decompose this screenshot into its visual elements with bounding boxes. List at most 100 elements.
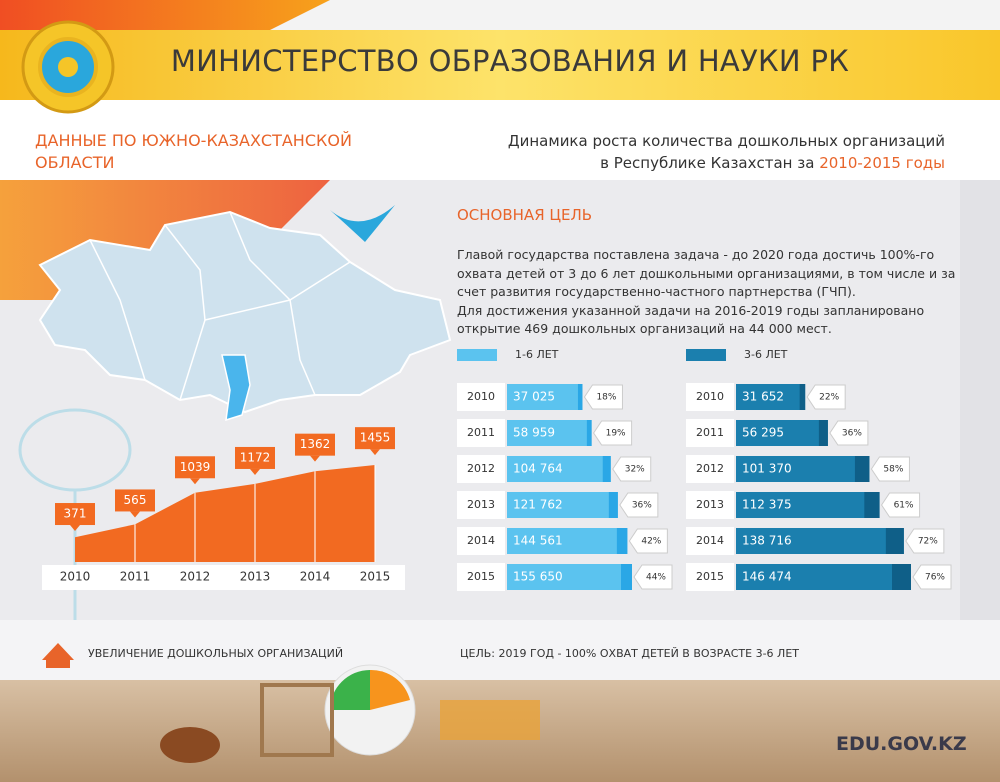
goal-text: Главой государства поставлена задача - д… bbox=[457, 246, 957, 339]
x-tick-label: 2012 bbox=[180, 570, 211, 584]
coverage-cap bbox=[818, 420, 828, 446]
x-tick-label: 2013 bbox=[240, 570, 271, 584]
subtitle: Динамика роста количества дошкольных орг… bbox=[505, 130, 945, 174]
bar bbox=[507, 528, 628, 554]
map-border bbox=[229, 211, 291, 301]
row-bg bbox=[457, 419, 505, 447]
category-label: 2011 bbox=[696, 426, 724, 439]
legend-label: 3-6 ЛЕТ bbox=[744, 348, 788, 361]
site-link: EDU.GOV.KZ bbox=[836, 733, 967, 755]
bar bbox=[736, 420, 828, 446]
emblem-sun bbox=[58, 57, 78, 77]
value-tag bbox=[355, 427, 395, 450]
coverage-tag bbox=[583, 384, 623, 410]
coverage-tag bbox=[619, 492, 659, 518]
footer-right: ЦЕЛЬ: 2019 ГОД - 100% ОХВАТ ДЕТЕЙ В ВОЗР… bbox=[460, 647, 799, 660]
goal-paragraph: Для достижения указанной задачи на 2016-… bbox=[457, 302, 925, 337]
toy-ball bbox=[370, 669, 410, 710]
value-label: 56 295 bbox=[742, 426, 784, 440]
goal-paragraph: Главой государства поставлена задача - д… bbox=[457, 247, 956, 299]
category-label: 2013 bbox=[696, 498, 724, 511]
row-bg bbox=[686, 527, 734, 555]
x-tick-label: 2014 bbox=[300, 570, 331, 584]
coverage-label: 18% bbox=[596, 393, 616, 403]
row-bg bbox=[457, 455, 505, 483]
legend-swatch bbox=[686, 349, 726, 361]
row-bg bbox=[686, 455, 734, 483]
title-band bbox=[0, 100, 1000, 180]
category-label: 2012 bbox=[467, 462, 495, 475]
coverage-cap bbox=[602, 456, 611, 482]
bar bbox=[507, 564, 632, 590]
coverage-cap bbox=[586, 420, 592, 446]
map-border bbox=[89, 239, 146, 381]
coverage-cap bbox=[885, 528, 904, 554]
coverage-label: 19% bbox=[606, 429, 626, 439]
region-title: ДАННЫЕ ПО ЮЖНО-КАЗАХСТАНСКОЙ ОБЛАСТИ bbox=[35, 131, 352, 172]
bar bbox=[507, 384, 583, 410]
row-bg bbox=[457, 383, 505, 411]
category-label: 2010 bbox=[696, 390, 724, 403]
value-label: 58 959 bbox=[513, 426, 555, 440]
ornament-strip bbox=[960, 180, 1000, 620]
footer-band bbox=[0, 620, 1000, 680]
category-label: 2011 bbox=[467, 426, 495, 439]
coverage-tag bbox=[633, 564, 673, 590]
bar bbox=[507, 420, 592, 446]
house-icon bbox=[42, 643, 74, 668]
bar bbox=[736, 456, 870, 482]
coverage-tag bbox=[829, 420, 869, 446]
category-label: 2013 bbox=[467, 498, 495, 511]
coverage-cap bbox=[799, 384, 806, 410]
coverage-label: 32% bbox=[625, 465, 645, 475]
bar bbox=[507, 492, 618, 518]
subtitle-text: Динамика роста количества дошкольных орг… bbox=[507, 132, 945, 172]
bar bbox=[736, 384, 806, 410]
coverage-label: 72% bbox=[918, 537, 938, 547]
coverage-label: 61% bbox=[894, 501, 914, 511]
toy-bear bbox=[160, 727, 220, 763]
tower bbox=[18, 408, 132, 492]
row-bg bbox=[686, 563, 734, 591]
row-bg bbox=[686, 491, 734, 519]
row-bg bbox=[686, 383, 734, 411]
value-label: 371 bbox=[64, 507, 87, 521]
toy-abacus bbox=[260, 683, 334, 757]
category-label: 2014 bbox=[467, 534, 495, 547]
map-region bbox=[221, 354, 251, 422]
value-tag bbox=[295, 433, 335, 456]
value-label: 104 764 bbox=[513, 462, 563, 476]
coverage-cap bbox=[621, 564, 632, 590]
coverage-tag bbox=[870, 456, 910, 482]
coverage-label: 44% bbox=[646, 573, 666, 583]
row-bg bbox=[457, 491, 505, 519]
value-label: 155 650 bbox=[513, 570, 563, 584]
value-label: 37 025 bbox=[513, 390, 555, 404]
goal-title: ОСНОВНАЯ ЦЕЛЬ bbox=[457, 206, 593, 224]
coverage-cap bbox=[616, 528, 628, 554]
category-label: 2014 bbox=[696, 534, 724, 547]
row-bg bbox=[686, 419, 734, 447]
row-bg bbox=[457, 563, 505, 591]
value-tag bbox=[115, 489, 155, 512]
x-tick-label: 2011 bbox=[120, 570, 151, 584]
bar bbox=[507, 456, 611, 482]
value-tag-pointer bbox=[190, 478, 200, 485]
header-banner bbox=[0, 30, 1000, 100]
value-label: 565 bbox=[124, 493, 147, 507]
value-label: 1455 bbox=[360, 431, 391, 445]
category-label: 2010 bbox=[467, 390, 495, 403]
value-tag-pointer bbox=[70, 525, 80, 532]
bar bbox=[736, 564, 911, 590]
page-title: МИНИСТЕРСТВО ОБРАЗОВАНИЯ И НАУКИ РК bbox=[170, 44, 850, 78]
coverage-label: 42% bbox=[641, 537, 661, 547]
coverage-label: 36% bbox=[632, 501, 652, 511]
coverage-tag bbox=[905, 528, 945, 554]
x-tick-label: 2010 bbox=[60, 570, 91, 584]
value-tag bbox=[175, 456, 215, 479]
category-label: 2015 bbox=[696, 570, 724, 583]
legend-label: 1-6 ЛЕТ bbox=[515, 348, 559, 361]
value-tag-pointer bbox=[250, 468, 260, 475]
